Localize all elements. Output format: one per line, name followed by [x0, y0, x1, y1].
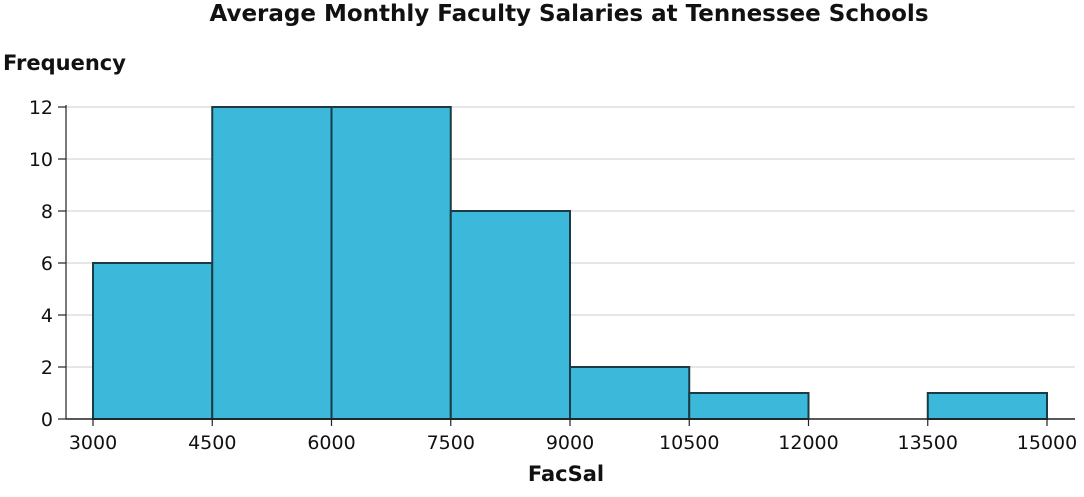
x-tick-label: 7500 — [427, 432, 475, 454]
x-tick-label: 10500 — [659, 432, 719, 454]
y-tick-label: 8 — [41, 201, 53, 223]
chart-title: Average Monthly Faculty Salaries at Tenn… — [209, 1, 929, 27]
x-tick-label: 12000 — [778, 432, 838, 454]
y-tick-label: 6 — [41, 253, 53, 275]
histogram-bar — [926, 392, 1048, 420]
histogram-bar — [330, 106, 452, 420]
x-axis-label: FacSal — [527, 462, 605, 486]
x-tick-label: 9000 — [546, 432, 594, 454]
histogram-bar — [449, 210, 571, 420]
x-tick-label: 6000 — [307, 432, 355, 454]
x-tick-label: 15000 — [1017, 432, 1077, 454]
y-tick-label: 0 — [41, 409, 53, 431]
x-tick-label: 13500 — [898, 432, 958, 454]
histogram-bar — [92, 262, 214, 420]
y-axis-label: Frequency — [3, 51, 126, 75]
histogram-bar — [211, 106, 333, 420]
histogram-bar — [569, 366, 691, 420]
x-tick-label: 4500 — [188, 432, 236, 454]
y-tick-label: 12 — [29, 97, 53, 119]
x-tick-label: 3000 — [69, 432, 117, 454]
tick-labels: 0 2 4 6 8 10 12 3000 4500 6000 7500 9000 10500 12000 1… — [29, 97, 1077, 454]
y-tick-label: 4 — [41, 305, 53, 327]
y-tick-label: 2 — [41, 357, 53, 379]
axes — [58, 105, 1075, 426]
histogram-bar — [688, 392, 810, 420]
histogram-bars — [92, 106, 1048, 420]
y-tick-label: 10 — [29, 149, 53, 171]
